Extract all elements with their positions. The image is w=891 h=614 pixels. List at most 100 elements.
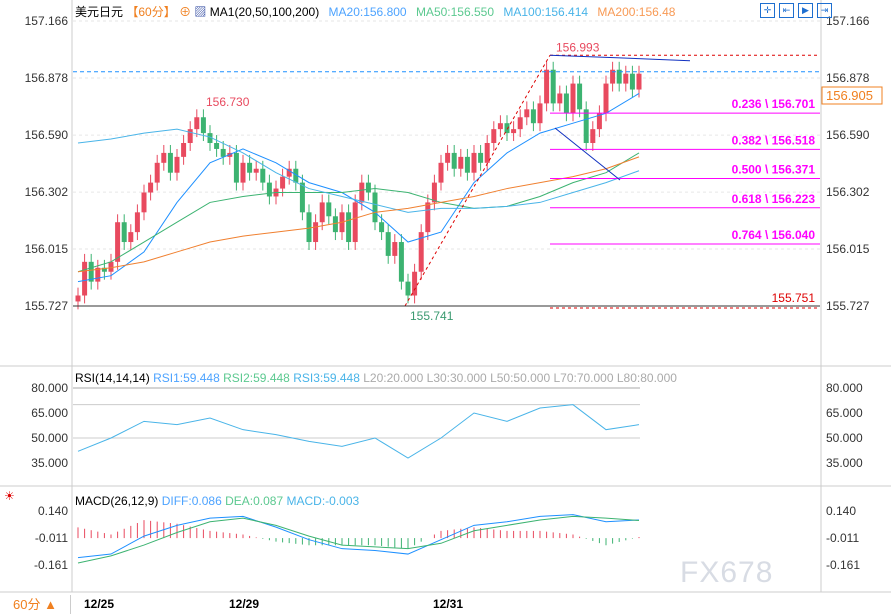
candle — [306, 212, 312, 243]
candle — [280, 176, 286, 189]
candle — [497, 123, 503, 130]
candle — [610, 69, 616, 84]
goto-end-icon[interactable]: ⇥ — [817, 3, 832, 18]
zoom-in-icon[interactable]: ⇤ — [779, 3, 794, 18]
candle — [577, 83, 583, 110]
period-button[interactable]: 60分 ▲ — [0, 595, 71, 614]
candle — [121, 222, 127, 243]
rsi-tick-label: 50.000 — [31, 431, 68, 445]
dea-line — [77, 515, 640, 564]
candle — [550, 69, 556, 104]
candle — [346, 212, 352, 243]
high-label: 156.993 — [556, 40, 600, 54]
price-tick-label: 156.302 — [25, 185, 69, 199]
current-price-box — [821, 86, 883, 105]
candle — [464, 156, 470, 173]
settings-icon[interactable]: ☀ — [4, 489, 15, 503]
rsi-header: RSI(14,14,14) RSI1:59.448 RSI2:59.448 RS… — [75, 371, 677, 385]
candle — [220, 148, 226, 157]
candle — [128, 232, 134, 243]
date-label: 12/29 — [229, 597, 260, 611]
toolbar: ✛ ⇤ ▶ ⇥ — [756, 2, 832, 18]
candle — [115, 222, 121, 262]
candle — [451, 152, 457, 169]
candle — [471, 152, 477, 173]
candle — [299, 182, 305, 213]
candle — [214, 143, 220, 149]
rsi-label: RSI(14,14,14) — [75, 371, 150, 385]
fib-baseline — [404, 55, 551, 307]
macd-tick-label: 0.140 — [38, 504, 68, 518]
low-label: 155.741 — [410, 309, 454, 323]
candle — [266, 182, 272, 197]
period-label[interactable]: 【60分】 — [126, 5, 176, 19]
diff-value: DIFF:0.086 — [161, 494, 222, 508]
candle — [95, 267, 101, 282]
candle — [253, 168, 259, 173]
fib-label: 0.500 \ 156.371 — [732, 162, 816, 176]
candle — [398, 242, 404, 282]
ma100-value: MA100:156.414 — [503, 5, 589, 19]
candle — [174, 156, 180, 173]
candle — [623, 73, 629, 84]
rsi-line — [77, 404, 640, 459]
candle — [385, 232, 391, 256]
price-tick-label: 157.166 — [826, 14, 870, 28]
macd-value: MACD:-0.003 — [286, 494, 360, 508]
candle — [517, 117, 523, 130]
candle — [108, 261, 114, 272]
rsi3-value: RSI3:59.448 — [293, 371, 360, 385]
macd-header: MACD(26,12,9) DIFF:0.086 DEA:0.087 MACD:… — [75, 494, 359, 508]
price-tick-label: 156.302 — [826, 185, 870, 199]
date-label: 12/31 — [433, 597, 464, 611]
candle — [563, 93, 569, 114]
candle — [207, 133, 213, 144]
candle — [392, 242, 398, 256]
date-label: 12/25 — [84, 597, 115, 611]
candle — [240, 162, 246, 183]
candle — [332, 216, 338, 233]
crosshair-icon[interactable]: ✛ — [760, 3, 775, 18]
candle — [629, 73, 635, 90]
ma-label: MA1(20,50,100,200) — [209, 5, 320, 19]
candle — [583, 109, 589, 144]
l80-value: L80:80.000 — [616, 371, 677, 385]
rsi2-value: RSI2:59.448 — [223, 371, 290, 385]
candle — [431, 182, 437, 203]
candle — [161, 152, 167, 163]
candle — [530, 109, 536, 124]
candle — [596, 113, 602, 130]
macd-label: MACD(26,12,9) — [75, 494, 159, 508]
price-tick-label: 155.727 — [25, 299, 69, 313]
candle — [319, 202, 325, 223]
candle — [233, 152, 239, 183]
macd-tick-label: -0.011 — [35, 531, 68, 545]
l70-value: L70:70.000 — [553, 371, 614, 385]
candle — [458, 156, 464, 169]
candle — [365, 182, 371, 193]
macd-tick-label: 0.140 — [826, 504, 856, 518]
price-tick-label: 157.166 — [25, 14, 69, 28]
candle — [379, 222, 385, 233]
add-icon[interactable]: ⊕ — [179, 5, 192, 19]
candle — [478, 152, 484, 163]
ma200-value: MA200:156.48 — [597, 5, 676, 19]
macd-tick-label: -0.011 — [826, 531, 859, 545]
play-icon[interactable]: ▶ — [798, 3, 813, 18]
candle — [524, 109, 530, 118]
diff-line — [77, 514, 640, 559]
candle — [247, 162, 253, 173]
candle — [148, 182, 154, 193]
ma200-line — [77, 156, 640, 273]
fib-label: 0.618 \ 156.223 — [732, 192, 816, 206]
ma100-line — [77, 128, 640, 213]
candle — [412, 271, 418, 296]
candle — [405, 281, 411, 296]
rsi-tick-label: 65.000 — [31, 406, 68, 420]
candle — [372, 192, 378, 223]
trend-line — [554, 127, 621, 181]
candle — [504, 123, 510, 134]
indicator-icon[interactable]: ▨ — [194, 5, 207, 19]
low-line-label: 155.751 — [772, 291, 816, 305]
